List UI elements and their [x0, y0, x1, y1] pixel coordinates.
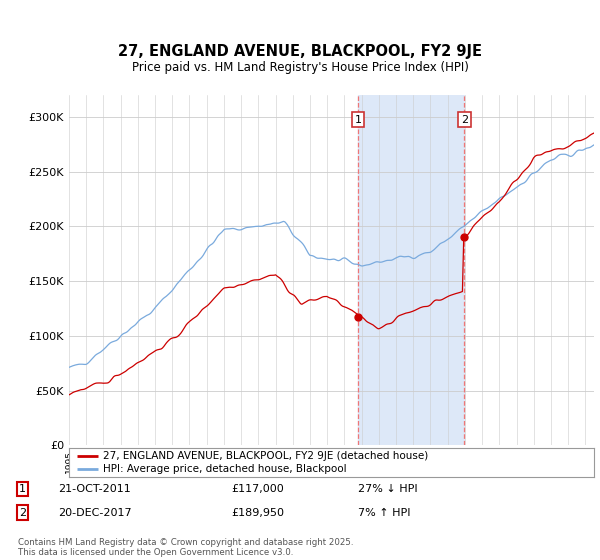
Text: HPI: Average price, detached house, Blackpool: HPI: Average price, detached house, Blac… [103, 464, 347, 474]
Text: 27, ENGLAND AVENUE, BLACKPOOL, FY2 9JE (detached house): 27, ENGLAND AVENUE, BLACKPOOL, FY2 9JE (… [103, 451, 428, 461]
Text: 2: 2 [19, 508, 26, 517]
Text: £189,950: £189,950 [231, 508, 284, 517]
Text: Contains HM Land Registry data © Crown copyright and database right 2025.
This d: Contains HM Land Registry data © Crown c… [18, 538, 353, 557]
Text: £117,000: £117,000 [231, 484, 284, 494]
Text: 2: 2 [461, 115, 468, 125]
Text: 27% ↓ HPI: 27% ↓ HPI [358, 484, 417, 494]
Text: 21-OCT-2011: 21-OCT-2011 [58, 484, 131, 494]
Text: 1: 1 [355, 115, 362, 125]
Text: 7% ↑ HPI: 7% ↑ HPI [358, 508, 410, 517]
Text: 20-DEC-2017: 20-DEC-2017 [58, 508, 132, 517]
Text: Price paid vs. HM Land Registry's House Price Index (HPI): Price paid vs. HM Land Registry's House … [131, 61, 469, 74]
Text: 27, ENGLAND AVENUE, BLACKPOOL, FY2 9JE: 27, ENGLAND AVENUE, BLACKPOOL, FY2 9JE [118, 44, 482, 59]
Bar [358, 95, 464, 445]
Text: 1: 1 [19, 484, 26, 494]
